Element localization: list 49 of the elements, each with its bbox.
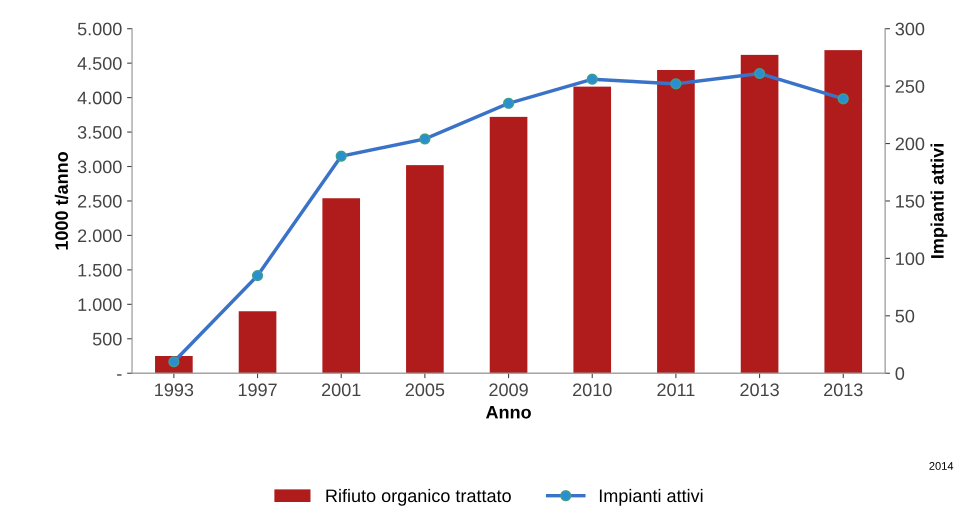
text: 2014 [929, 462, 954, 470]
y-axis-title: 1000 t/anno [54, 152, 68, 250]
point [419, 133, 430, 145]
x-axis-title: Anno [486, 406, 531, 419]
legend-label: Impianti attivi [600, 488, 702, 506]
y-tick-label: 3.000 [78, 160, 122, 174]
x-tick-label: 2010 [573, 383, 612, 396]
y-tick-label: 3.500 [78, 126, 122, 139]
y2-tick-label: 50 [896, 310, 914, 323]
x-tick-label: 2005 [406, 383, 444, 396]
point [503, 98, 514, 109]
x-tick-label: 2013 [740, 383, 779, 396]
x-tick-label: 1993 [155, 383, 194, 396]
y-tick-label: 2.500 [78, 194, 122, 208]
y-tick-label: 4.000 [78, 92, 122, 104]
bar [657, 70, 695, 374]
x-tick-label: 2011 [657, 383, 694, 396]
y-tick-label: 4.500 [78, 57, 122, 70]
bar [238, 311, 276, 374]
point [754, 68, 766, 80]
point [838, 93, 849, 104]
y-tick-label: 1.500 [78, 264, 122, 277]
x-tick-label: 2001 [322, 383, 360, 396]
bar [490, 116, 528, 374]
x-tick-label: 2013 [824, 383, 863, 396]
y-tick-label: 1.000 [78, 298, 122, 312]
x-tick-label: 2009 [489, 383, 528, 396]
bar [406, 165, 444, 374]
y2-tick-label: 200 [896, 137, 924, 150]
y2-tick-label: 0 [896, 367, 904, 380]
bar [322, 198, 360, 374]
y-tick-label: 2.000 [78, 229, 122, 242]
x-tick-label: 1997 [238, 383, 277, 396]
point [252, 270, 264, 282]
bar [740, 54, 778, 374]
y-tick-label: 5.000 [78, 22, 122, 36]
point [670, 78, 682, 90]
y2-tick-label: 100 [896, 252, 924, 266]
y2-axis-title: Impianti attivi [930, 144, 948, 258]
y2-tick-label: 250 [896, 80, 924, 93]
y-tick-label: 500 [92, 332, 122, 346]
point [336, 150, 347, 162]
y2-tick-label: 300 [896, 22, 924, 36]
legend-label: Rifiuto organico trattato [326, 488, 511, 506]
point [586, 74, 598, 85]
y-tick-label: - [117, 374, 122, 376]
y2-tick-label: 150 [896, 194, 924, 208]
bar [824, 50, 862, 374]
bar [573, 86, 612, 374]
